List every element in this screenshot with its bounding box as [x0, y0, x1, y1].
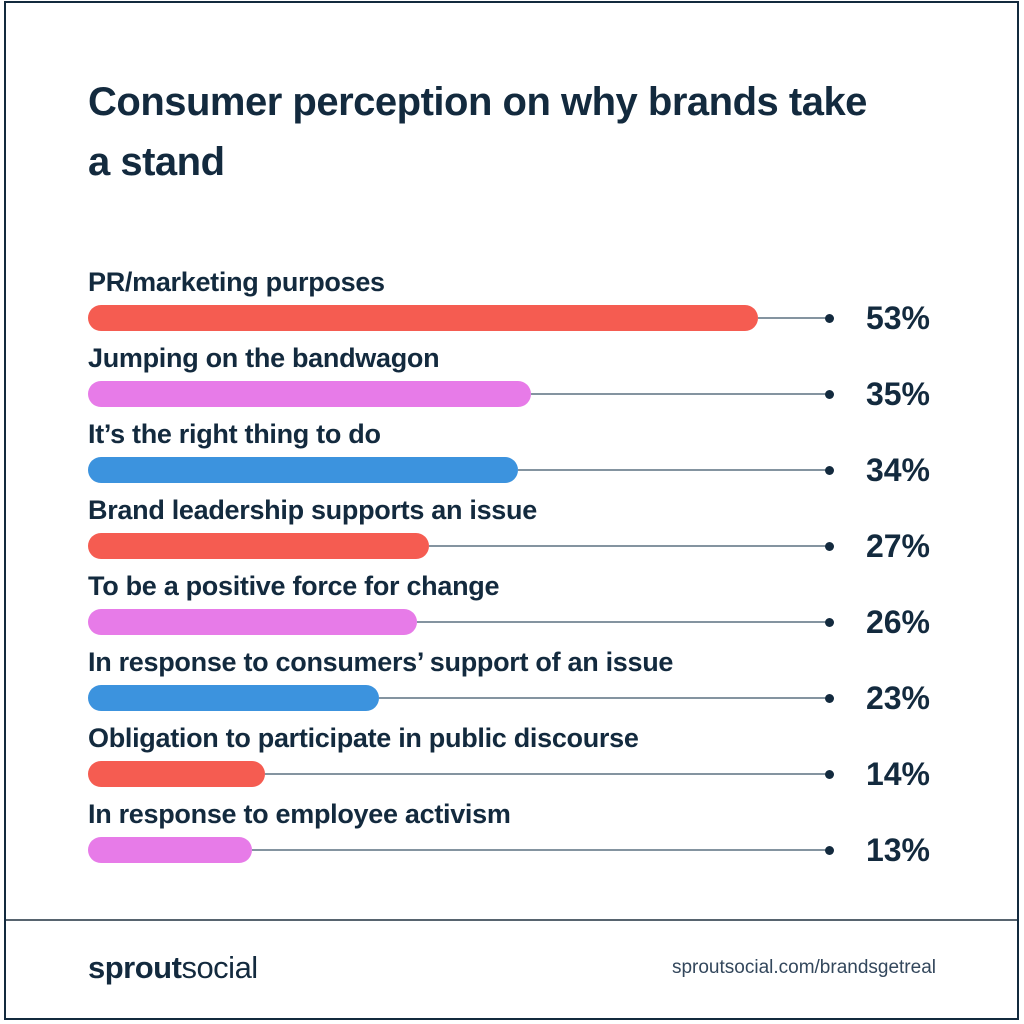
bar-label: It’s the right thing to do	[88, 419, 381, 449]
dot-icon	[825, 693, 834, 703]
bar-line: 34%	[88, 452, 934, 488]
bar-track	[88, 457, 834, 483]
connector-line	[758, 317, 825, 319]
connector-line	[530, 393, 825, 395]
footer-divider	[6, 919, 1017, 921]
dot-icon	[825, 313, 834, 323]
bar-line: 35%	[88, 376, 934, 412]
bar-line: 27%	[88, 528, 934, 564]
bar-value: 13%	[865, 831, 930, 868]
bar-track	[88, 837, 834, 863]
connector-line	[252, 849, 825, 851]
bar-value: 27%	[865, 527, 930, 564]
bar-label: Brand leadership supports an issue	[88, 495, 537, 525]
bar	[88, 837, 253, 863]
dot-icon	[825, 541, 834, 551]
chart-row: In response to consumers’ support of an …	[88, 646, 934, 716]
bar-value: 26%	[865, 603, 930, 640]
connector-line	[416, 621, 825, 623]
bar-value: 53%	[865, 299, 930, 336]
chart-row: Jumping on the bandwagon 35%	[88, 342, 934, 412]
chart-row: It’s the right thing to do 34%	[88, 418, 934, 488]
bar-label: PR/marketing purposes	[88, 267, 385, 297]
bar-value: 23%	[865, 679, 930, 716]
dot-icon	[825, 465, 834, 475]
chart-row: In response to employee activism 13%	[88, 798, 934, 868]
bar-line: 53%	[88, 300, 934, 336]
connector-line	[429, 545, 825, 547]
sproutsocial-logo: sproutsocial	[88, 950, 258, 986]
bar-track	[88, 305, 834, 331]
bar-label: In response to employee activism	[88, 799, 511, 829]
bar-track	[88, 533, 834, 559]
bar-value: 34%	[865, 451, 930, 488]
bar-line: 26%	[88, 604, 934, 640]
bar-line: 13%	[88, 832, 934, 868]
footer-url: sproutsocial.com/brandsgetreal	[671, 957, 936, 978]
bar-line: 14%	[88, 756, 934, 792]
bar-line: 23%	[88, 680, 934, 716]
connector-line	[517, 469, 825, 471]
chart-row: To be a positive force for change 26%	[88, 570, 934, 640]
bar-track	[88, 381, 834, 407]
chart-row: Brand leadership supports an issue 27%	[88, 494, 934, 564]
bar	[88, 305, 759, 331]
bar	[88, 381, 531, 407]
bar-label: Obligation to participate in public disc…	[88, 723, 639, 753]
dot-icon	[825, 845, 834, 855]
bar	[88, 761, 266, 787]
chart: PR/marketing purposes 53% Jumping on the…	[88, 266, 934, 874]
page-title: Consumer perception on why brands take a…	[88, 80, 867, 184]
bar	[88, 457, 518, 483]
bar	[88, 685, 379, 711]
bar-value: 14%	[865, 755, 930, 792]
bar	[88, 533, 430, 559]
bar-track	[88, 761, 834, 787]
connector-line	[378, 697, 825, 699]
bar-label: To be a positive force for change	[88, 571, 500, 601]
bar-track	[88, 609, 834, 635]
dot-icon	[825, 769, 834, 779]
dot-icon	[825, 617, 834, 627]
footer: sproutsocial sproutsocial.com/brandsgetr…	[88, 938, 936, 998]
bar	[88, 609, 417, 635]
bar-value: 35%	[865, 375, 930, 412]
dot-icon	[825, 389, 834, 399]
connector-line	[265, 773, 825, 775]
chart-row: PR/marketing purposes 53%	[88, 266, 934, 336]
logo-social: social	[181, 950, 258, 985]
chart-row: Obligation to participate in public disc…	[88, 722, 934, 792]
bar-label: In response to consumers’ support of an …	[88, 647, 674, 677]
bar-track	[88, 685, 834, 711]
logo-sprout: sprout	[88, 950, 182, 985]
bar-label: Jumping on the bandwagon	[88, 343, 440, 373]
